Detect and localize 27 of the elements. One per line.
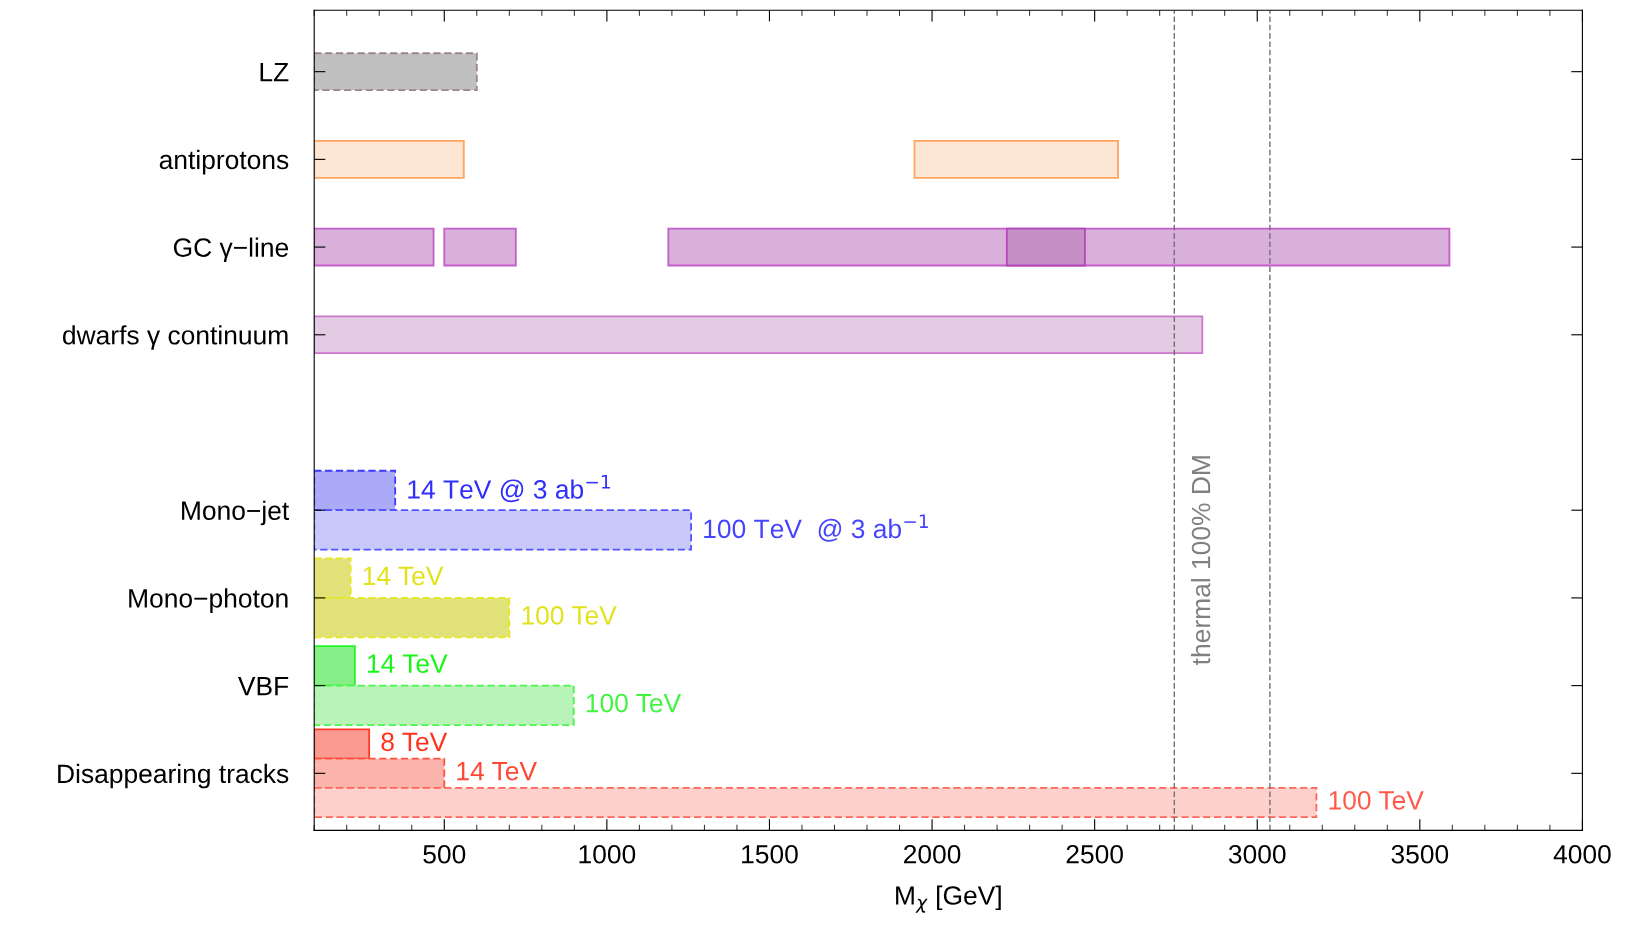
x-tick-label: 500 xyxy=(423,844,466,864)
series-label: 100 TeV xyxy=(522,606,617,625)
y-tick-label: LZ xyxy=(260,63,289,82)
y-tick-label: Mono−jet xyxy=(182,500,290,526)
x-tick-label: 1000 xyxy=(579,844,636,864)
y-tick-label: dwarfs γ continuum xyxy=(62,325,288,350)
series-label: 14 TeV @ 3 ab$^{−1}$ xyxy=(408,474,610,503)
x-tick-label: 2000 xyxy=(904,844,961,864)
ref-line-label: thermal 100% DM xyxy=(1190,456,1211,665)
series-label: 14 TeV xyxy=(457,761,537,781)
series-label: 100 TeV xyxy=(1329,790,1424,810)
x-tick-label: 3000 xyxy=(1228,844,1286,864)
x-axis-title: M$_{χ}$ [GeV] xyxy=(896,885,1001,913)
series-label: 14 TeV xyxy=(363,566,444,586)
y-tick-label: VBF xyxy=(238,677,289,696)
x-tick-label: 2500 xyxy=(1066,844,1123,864)
x-tick-label: 1500 xyxy=(742,844,798,864)
x-tick-label: 3500 xyxy=(1391,844,1449,864)
series-label: 14 TeV xyxy=(367,654,448,673)
series-label: 100 TeV xyxy=(586,693,682,713)
series-label: 8 TeV xyxy=(381,732,448,752)
series-label: 100 TeV @ 3 ab$^{−1}$ xyxy=(704,514,928,542)
x-tick-label: 4000 xyxy=(1553,844,1611,864)
y-tick-label: Disappearing tracks xyxy=(58,763,289,789)
y-tick-label: GC γ−line xyxy=(173,237,289,263)
y-tick-label: Mono−photon xyxy=(129,588,288,613)
y-tick-label: antiprotons xyxy=(159,149,289,175)
